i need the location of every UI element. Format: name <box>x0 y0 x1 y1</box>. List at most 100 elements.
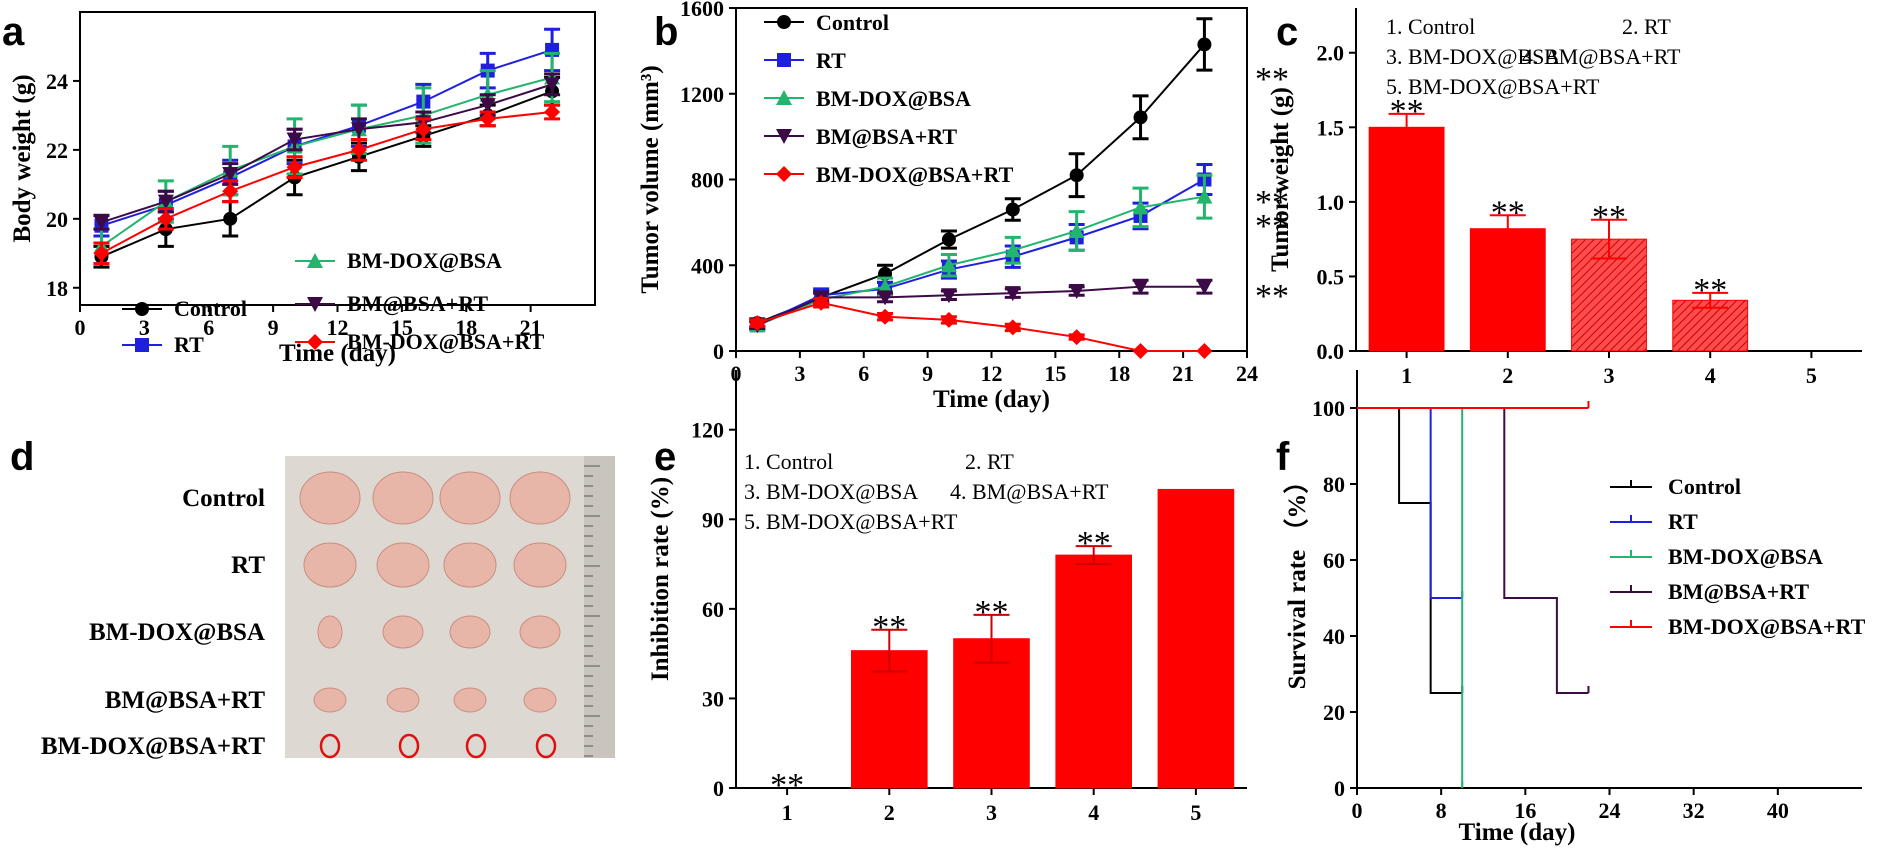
x-tick-label: 1 <box>782 800 793 825</box>
photo-row-label: Control <box>182 485 265 512</box>
survival-curve <box>1357 407 1463 694</box>
data-point <box>1004 319 1021 336</box>
significance-mark: ** <box>872 609 906 646</box>
legend-marker <box>776 166 792 182</box>
data-point <box>1197 37 1212 52</box>
panel-label: a <box>2 10 25 54</box>
legend-label: BM@BSA+RT <box>816 124 957 149</box>
x-tick-label: 3 <box>1604 363 1615 388</box>
data-point <box>877 290 894 306</box>
data-point <box>1068 283 1085 299</box>
x-tick-label: 6 <box>203 315 214 340</box>
legend-label: BM@BSA+RT <box>347 291 488 316</box>
legend-item: 1. Control <box>1386 14 1475 39</box>
y-tick-label: 0 <box>713 776 724 801</box>
legend-item: 2. RT <box>1622 14 1671 39</box>
significance-mark: ** <box>1390 93 1424 130</box>
y-tick-label: 400 <box>691 253 724 278</box>
tumor <box>386 687 420 713</box>
y-tick-label: 90 <box>702 507 724 532</box>
y-tick-label: 100 <box>1312 396 1345 421</box>
x-tick-label: 15 <box>391 315 413 340</box>
tumor <box>523 687 557 713</box>
photo-row-label: BM-DOX@BSA <box>89 619 265 646</box>
y-axis-label: Tumor volume (mm³) <box>637 65 664 293</box>
data-point <box>479 110 496 127</box>
legend-label: BM-DOX@BSA <box>816 86 971 111</box>
legend-item: 4. BM@BSA+RT <box>950 479 1109 504</box>
bar <box>1469 228 1546 352</box>
x-tick-label: 0 <box>75 315 86 340</box>
y-tick-label: 2.0 <box>1317 41 1345 66</box>
series-line <box>101 90 553 258</box>
tumor <box>372 471 434 525</box>
data-point <box>1004 286 1021 302</box>
series-line <box>101 83 553 224</box>
x-tick-label: 18 <box>455 315 477 340</box>
legend-marker <box>307 334 323 350</box>
x-tick-label: 12 <box>981 361 1003 386</box>
significance-mark: ** <box>1693 272 1727 309</box>
data-point <box>157 194 174 210</box>
legend-marker <box>777 15 791 29</box>
x-tick-label: 18 <box>1108 361 1130 386</box>
legend-item: 3. BM-DOX@BSA <box>744 479 918 504</box>
data-point <box>286 132 303 148</box>
y-axis-label: Body weight (g) <box>9 74 36 242</box>
data-point <box>222 167 239 183</box>
legend-label: Control <box>1668 474 1741 499</box>
y-tick-label: 24 <box>46 69 68 94</box>
data-point <box>1133 110 1148 125</box>
survival-curve <box>1357 407 1589 694</box>
x-tick-label: 40 <box>1767 798 1789 823</box>
tumor <box>453 687 487 713</box>
x-tick-label: 8 <box>1436 798 1447 823</box>
legend-marker <box>307 253 323 268</box>
tumor <box>439 471 501 525</box>
data-point <box>1196 343 1213 359</box>
legend-item: 2. RT <box>965 449 1014 474</box>
legend-item: 5. BM-DOX@BSA+RT <box>744 509 958 534</box>
legend-label: BM-DOX@BSA+RT <box>347 329 545 354</box>
tumor <box>443 542 497 588</box>
tumor <box>376 542 430 588</box>
legend-marker <box>135 302 149 316</box>
data-point <box>479 98 496 114</box>
x-axis-label: Time (day) <box>933 386 1050 413</box>
legend-marker <box>307 297 323 312</box>
y-tick-label: 800 <box>691 168 724 193</box>
empty-site-circle <box>465 733 487 759</box>
panel-label: f <box>1276 435 1290 479</box>
ruler <box>584 456 615 758</box>
photo-row-label: BM-DOX@BSA+RT <box>41 733 265 760</box>
x-tick-label: 1 <box>1401 363 1412 388</box>
data-point <box>93 215 110 231</box>
data-point <box>93 245 110 262</box>
tumor <box>509 471 571 525</box>
data-point <box>877 278 894 294</box>
x-tick-label: 5 <box>1190 800 1201 825</box>
y-tick-label: 1.0 <box>1317 190 1345 215</box>
tumor <box>382 615 424 649</box>
x-tick-label: 9 <box>922 361 933 386</box>
legend-label: BM-DOX@BSA <box>1668 544 1823 569</box>
x-tick-label: 24 <box>1599 798 1621 823</box>
legend-marker <box>776 129 792 144</box>
legend-label: BM@BSA+RT <box>1668 579 1809 604</box>
legend-label: BM-DOX@BSA+RT <box>816 162 1014 187</box>
data-point <box>1069 168 1084 183</box>
y-tick-label: 20 <box>46 207 68 232</box>
significance-mark: ** <box>975 594 1009 631</box>
legend-item: 3. BM-DOX@BSA <box>1386 44 1560 69</box>
data-point <box>544 77 561 93</box>
x-tick-label: 2 <box>884 800 895 825</box>
series-line <box>756 178 1205 327</box>
data-point <box>544 103 561 120</box>
tumor <box>519 615 561 649</box>
data-point <box>1068 222 1085 238</box>
y-tick-label: 120 <box>691 418 724 443</box>
legend-label: RT <box>1668 509 1698 534</box>
empty-site-circle <box>535 733 557 759</box>
y-tick-label: 1.5 <box>1317 115 1345 140</box>
y-tick-label: 0.0 <box>1317 339 1345 364</box>
